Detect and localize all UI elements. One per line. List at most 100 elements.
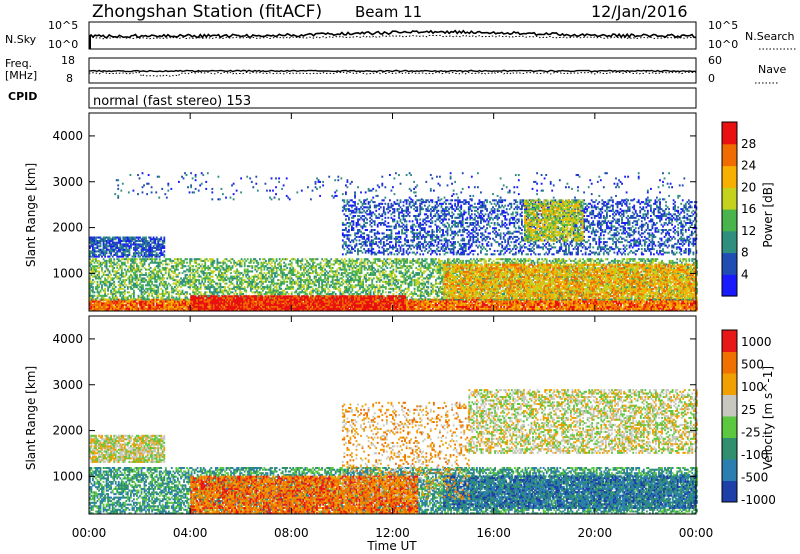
heatmap-cell — [164, 270, 167, 273]
heatmap-cell — [134, 302, 137, 305]
heatmap-cell — [564, 302, 566, 305]
heatmap-cell — [130, 266, 132, 269]
heatmap-cell — [457, 307, 460, 310]
heatmap-cell — [601, 304, 604, 307]
heatmap-cell — [676, 300, 679, 303]
heatmap-cell — [532, 307, 534, 310]
heatmap-cell — [547, 307, 550, 310]
heatmap-cell — [553, 302, 556, 305]
heatmap-cell — [495, 298, 498, 301]
heatmap-cell — [139, 286, 141, 289]
heatmap-cell — [104, 277, 107, 280]
heatmap-cell — [492, 302, 495, 305]
heatmap-cell — [450, 302, 453, 305]
heatmap-cell — [123, 258, 126, 261]
heatmap-cell — [635, 307, 638, 310]
heatmap-cell — [145, 284, 147, 287]
heatmap-cell — [90, 273, 93, 276]
heatmap-cell — [117, 263, 120, 266]
heatmap-cell — [113, 302, 116, 305]
heatmap-cell — [541, 309, 544, 312]
heatmap-cell — [516, 300, 519, 303]
heatmap-cell — [145, 272, 147, 275]
heatmap-cell — [674, 305, 677, 308]
heatmap-cell — [680, 302, 683, 305]
heatmap-cell — [438, 309, 440, 312]
heatmap-cell — [128, 275, 131, 278]
heatmap-cell — [571, 307, 574, 310]
heatmap-cell — [89, 265, 91, 268]
heatmap-cell — [301, 273, 304, 276]
heatmap-cell — [618, 305, 621, 308]
heatmap-cell — [671, 298, 674, 301]
heatmap-cell — [101, 309, 103, 312]
heatmap-cell — [143, 304, 146, 307]
heatmap-cell — [554, 302, 557, 305]
heatmap-cell — [518, 304, 521, 307]
heatmap-cell — [148, 279, 151, 282]
heatmap-cell — [111, 304, 114, 307]
heatmap-cell — [248, 265, 251, 268]
heatmap-cell — [110, 309, 113, 312]
freq-unit-label: [MHz] — [5, 69, 37, 82]
heatmap-cell — [183, 300, 185, 303]
heatmap-cell — [104, 291, 107, 294]
heatmap-cell — [107, 275, 110, 278]
heatmap-cell — [410, 298, 413, 301]
heatmap-cell — [471, 305, 474, 308]
heatmap-cell — [107, 307, 110, 310]
heatmap-cell — [468, 305, 471, 308]
heatmap-cell — [184, 265, 187, 268]
heatmap-cell — [474, 305, 477, 308]
heatmap-cell — [664, 307, 666, 310]
heatmap-cell — [641, 307, 644, 310]
heatmap-cell — [629, 302, 632, 305]
heatmap-cell — [488, 300, 490, 303]
heatmap-cell — [489, 298, 492, 301]
heatmap-cell — [283, 268, 286, 271]
heatmap-cell — [211, 284, 214, 287]
heatmap-cell — [104, 280, 107, 283]
heatmap-cell — [629, 300, 632, 303]
heatmap-cell — [105, 305, 108, 308]
heatmap-cell — [497, 307, 500, 310]
heatmap-cell — [556, 307, 559, 310]
heatmap-cell — [99, 291, 102, 294]
heatmap-cell — [595, 304, 598, 307]
heatmap-cell — [158, 258, 161, 261]
heatmap-cell — [123, 261, 126, 264]
heatmap-cell — [513, 309, 516, 312]
heatmap-cell — [689, 300, 692, 303]
nsky-tick-top: 10^5 — [48, 19, 78, 32]
heatmap-cell — [92, 279, 94, 282]
heatmap-cell — [222, 273, 225, 276]
heatmap-cell — [102, 305, 105, 308]
heatmap-cell — [111, 307, 114, 310]
heatmap-cell — [89, 291, 91, 294]
heatmap-cell — [257, 261, 260, 264]
heatmap-cell — [146, 289, 149, 292]
heatmap-cell — [143, 307, 146, 310]
heatmap-cell — [116, 275, 119, 278]
heatmap-cell — [205, 277, 208, 280]
heatmap-cell — [95, 268, 97, 271]
heatmap-cell — [158, 300, 161, 303]
heatmap-cell — [384, 304, 387, 307]
heatmap-cell — [130, 302, 132, 305]
heatmap-cell — [309, 263, 311, 266]
heatmap-cell — [119, 298, 122, 301]
heatmap-cell — [95, 307, 97, 310]
heatmap-cell — [680, 307, 683, 310]
heatmap-cell — [609, 300, 612, 303]
heatmap-cell — [90, 268, 93, 271]
heatmap-cell — [679, 309, 682, 312]
heatmap-cell — [577, 304, 580, 307]
heatmap-cell — [93, 307, 96, 310]
heatmap-cell — [110, 291, 113, 294]
heatmap-cell — [240, 258, 243, 261]
heatmap-cell — [137, 284, 140, 287]
heatmap-cell — [309, 272, 311, 275]
heatmap-cell — [143, 289, 146, 292]
heatmap-cell — [111, 265, 114, 268]
heatmap-cell — [539, 309, 542, 312]
